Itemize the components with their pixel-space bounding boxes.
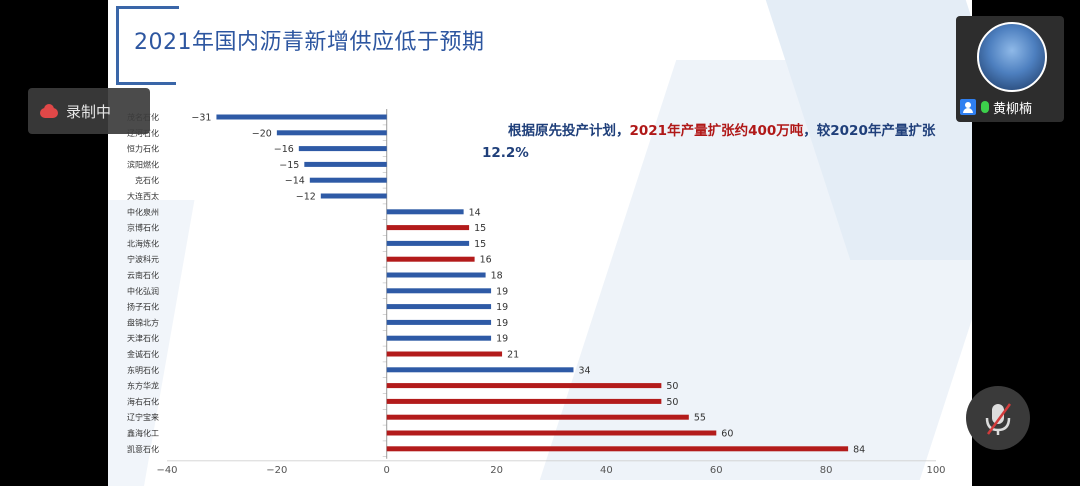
category-label: 辽宁宝来	[127, 412, 159, 422]
participant-avatar	[977, 22, 1047, 92]
bar	[216, 114, 387, 120]
category-label: 大连西太	[127, 191, 159, 201]
bar-value-label: −16	[274, 144, 294, 155]
bar-value-label: 18	[491, 271, 503, 282]
bar-value-label: 84	[853, 444, 865, 455]
bar	[304, 161, 387, 167]
bar-value-label: 15	[474, 239, 486, 250]
bar-value-label: −12	[296, 192, 316, 203]
bar-value-label: 19	[496, 302, 508, 313]
bar-value-label: 14	[469, 207, 481, 218]
x-tick-label: 80	[820, 465, 833, 476]
bar	[298, 146, 387, 152]
category-label: 云南石化	[127, 270, 159, 280]
annotation-highlight: 2021年产量扩张约400万吨	[629, 123, 804, 139]
bar-value-label: 19	[496, 334, 508, 345]
cloud-icon	[38, 104, 60, 118]
bar-value-label: −20	[252, 128, 272, 139]
bar	[386, 398, 662, 404]
bar-value-label: 50	[666, 397, 678, 408]
bar	[386, 272, 486, 278]
bar-value-label: −15	[279, 160, 299, 171]
bar-value-label: −14	[285, 176, 305, 187]
x-tick-label: 100	[926, 465, 945, 476]
category-label: 宁波科元	[127, 254, 159, 264]
x-tick-label: 0	[384, 465, 390, 476]
bar-value-label: 60	[721, 429, 733, 440]
bar	[320, 193, 387, 199]
bar	[386, 256, 475, 262]
category-label: 海右石化	[127, 396, 159, 406]
title-frame	[116, 6, 176, 85]
bar	[386, 288, 492, 294]
bar	[276, 130, 387, 136]
x-tick-label: 60	[710, 465, 723, 476]
x-tick-label: 40	[600, 465, 613, 476]
bar	[386, 335, 492, 341]
bar-value-label: 21	[507, 350, 519, 361]
category-label: 金诚石化	[127, 349, 159, 359]
bar-value-label: 15	[474, 223, 486, 234]
user-icon	[960, 99, 976, 115]
x-tick-label: −40	[156, 465, 177, 476]
category-label: 中化弘润	[127, 286, 159, 296]
bar-value-label: 19	[496, 318, 508, 329]
bar	[386, 225, 470, 231]
bar-value-label: 50	[666, 381, 678, 392]
x-tick-label: 20	[490, 465, 503, 476]
bar	[386, 351, 503, 357]
bar-value-label: −31	[191, 113, 211, 124]
bar-value-label: 19	[496, 286, 508, 297]
bar	[386, 383, 662, 389]
mute-button[interactable]	[966, 386, 1030, 450]
bar	[386, 319, 492, 325]
mic-active-icon	[981, 101, 989, 113]
participant-name-bar: 黄柳楠	[956, 96, 1064, 118]
category-label: 北海炼化	[127, 238, 159, 248]
category-label: 东明石化	[127, 365, 159, 375]
bar	[386, 367, 574, 373]
recording-indicator[interactable]: 录制中	[28, 88, 150, 134]
bar-value-label: 34	[578, 365, 590, 376]
category-label: 京博石化	[127, 223, 159, 233]
annotation-part: ，较2020年产量扩张12.2%	[482, 123, 936, 161]
x-tick-label: −20	[266, 465, 287, 476]
bar	[309, 177, 387, 183]
title-frame	[116, 6, 179, 85]
category-label: 盘锦北方	[127, 317, 159, 327]
bar	[386, 446, 849, 452]
bar-value-label: 55	[694, 413, 706, 424]
category-label: 天津石化	[127, 333, 159, 343]
slide: 2021年国内沥青新增供应低于预期 根据原先投产计划，2021年产量扩张约400…	[108, 0, 972, 486]
category-label: 东方华龙	[127, 381, 159, 391]
bar	[386, 414, 689, 420]
participant-video-tile[interactable]: 黄柳楠	[956, 16, 1064, 122]
category-label: 中化泉州	[127, 207, 159, 217]
annotation-text: 根据原先投产计划，2021年产量扩张约400万吨，较2020年产量扩张12.2%	[482, 120, 952, 164]
category-label: 滨阳燃化	[127, 159, 159, 169]
category-label: 恒力石化	[127, 144, 159, 154]
mic-muted-icon	[985, 403, 1012, 435]
category-label: 鑫海化工	[127, 428, 159, 438]
bar-chart: −40−20020406080100−31茂名石化−20辽河石化−16恒力石化−…	[127, 109, 946, 476]
category-label: 凯意石化	[127, 444, 159, 454]
bar	[386, 240, 470, 246]
category-label: 扬子石化	[127, 302, 159, 312]
bar	[386, 209, 464, 215]
slide-title: 2021年国内沥青新增供应低于预期	[134, 30, 485, 55]
bar-value-label: 16	[480, 255, 492, 266]
bar	[386, 430, 717, 436]
bar	[386, 304, 492, 310]
category-label: 克石化	[135, 175, 159, 185]
annotation-part: 根据原先投产计划，	[508, 123, 630, 139]
recording-label: 录制中	[66, 102, 112, 121]
participant-name: 黄柳楠	[993, 101, 1033, 117]
